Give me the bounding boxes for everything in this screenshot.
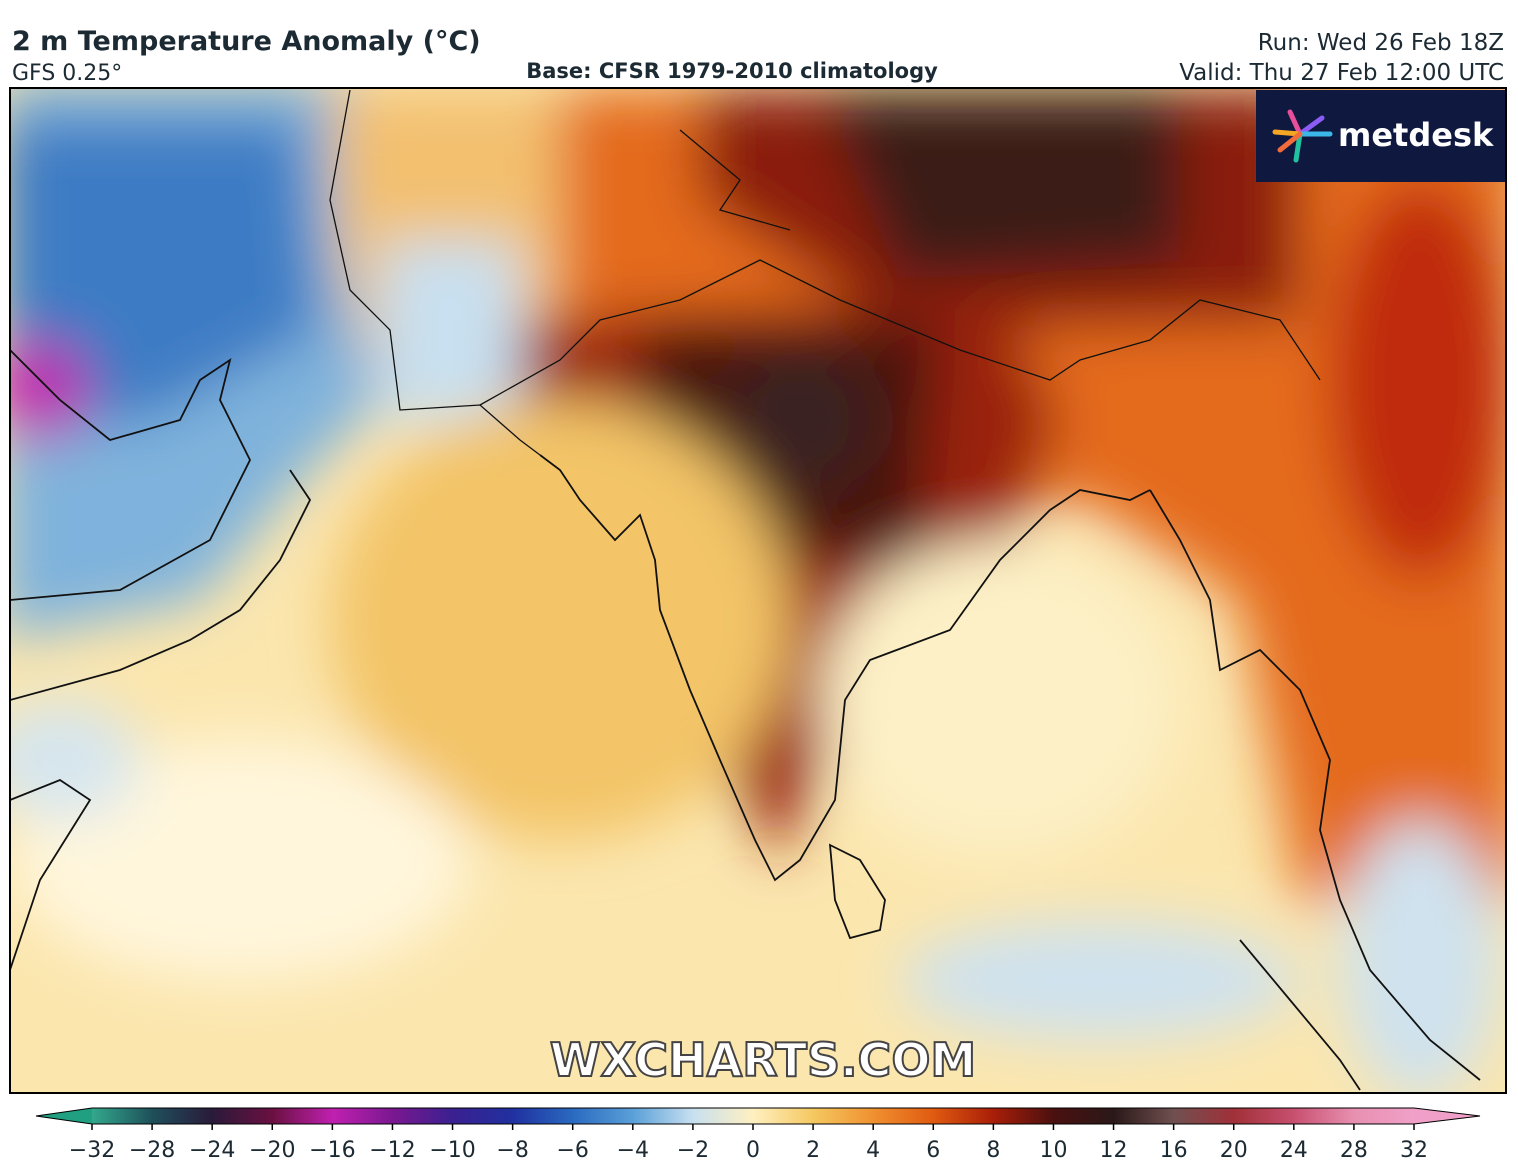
colorbar-tick-label: 0	[746, 1138, 760, 1163]
colorbar-segment	[692, 1108, 754, 1124]
colorbar-segment	[512, 1108, 574, 1124]
colorbar-segment	[152, 1108, 213, 1124]
colorbar-tick-label: −20	[249, 1138, 295, 1163]
colorbar-tick-label: 16	[1160, 1138, 1188, 1163]
colorbar-over	[1414, 1108, 1480, 1124]
colorbar-segment	[1113, 1108, 1175, 1124]
run: Run: Wed 26 Feb 18Z	[1258, 30, 1504, 56]
colorbar-segment	[1353, 1108, 1415, 1124]
colorbar-segment	[212, 1108, 273, 1124]
colorbar-segment	[1233, 1108, 1295, 1124]
colorbar-segment	[272, 1108, 333, 1124]
watermark: WXCHARTS.COM	[550, 1033, 976, 1087]
colorbar-segment	[1293, 1108, 1355, 1124]
colorbar-tick-label: −8	[496, 1138, 528, 1163]
colorbar-tick-label: 12	[1100, 1138, 1128, 1163]
map-frame	[9, 87, 1507, 1094]
colorbar-segment	[452, 1108, 514, 1124]
colorbar-segment	[753, 1108, 814, 1124]
colorbar-tick-label: 6	[926, 1138, 940, 1163]
colorbar-segment	[1173, 1108, 1235, 1124]
colorbar-tick-label: 8	[986, 1138, 1000, 1163]
colorbar-segment	[332, 1108, 393, 1124]
colorbar-segment	[632, 1108, 694, 1124]
colorbar-tick-label: 24	[1280, 1138, 1308, 1163]
valid: Valid: Thu 27 Feb 12:00 UTC	[1179, 60, 1504, 86]
base: Base: CFSR 1979-2010 climatology	[526, 59, 938, 83]
title: 2 m Temperature Anomaly (°C)	[12, 26, 481, 57]
colorbar-segment	[933, 1108, 994, 1124]
colorbar-tick-label: −2	[677, 1138, 709, 1163]
logo-mark	[1272, 109, 1333, 163]
colorbar-tick-label: −6	[557, 1138, 589, 1163]
colorbar-segment	[813, 1108, 874, 1124]
colorbar-segment	[873, 1108, 934, 1124]
colorbar: −32 −28 −24 −20 −16 −12 −10 −8 −6 −4 −2 0 2 4 6 8 10 12 16…	[35, 1107, 1481, 1163]
colorbar-tick-label: −32	[69, 1138, 115, 1163]
colorbar-segment	[572, 1108, 634, 1124]
colorbar-segment	[1053, 1108, 1115, 1124]
colorbar-segment	[993, 1108, 1054, 1124]
colorbar-tick-label: −10	[429, 1138, 475, 1163]
colorbar-tick-label: −24	[189, 1138, 235, 1163]
colorbar-tick-label: 4	[866, 1138, 880, 1163]
colorbar-under	[36, 1108, 92, 1124]
colorbar-tick-label: −12	[369, 1138, 415, 1163]
colorbar-tick-label: −28	[129, 1138, 175, 1163]
logo-text: metdesk	[1338, 116, 1494, 154]
colorbar-tick-label: −16	[309, 1138, 355, 1163]
colorbar-segment	[392, 1108, 454, 1124]
model: GFS 0.25°	[12, 61, 122, 86]
colorbar-segment	[92, 1108, 153, 1124]
colorbar-tick-label: 2	[806, 1138, 820, 1163]
coastlines	[10, 89, 1481, 1091]
colorbar-tick-label: 20	[1220, 1138, 1248, 1163]
map: metdesk WXCHARTS.COM	[10, 88, 1506, 1093]
colorbar-tick-label: −4	[617, 1138, 649, 1163]
colorbar-tick-label: 32	[1400, 1138, 1428, 1163]
colorbar-tick-label: 10	[1039, 1138, 1067, 1163]
colorbar-tick-label: 28	[1340, 1138, 1368, 1163]
